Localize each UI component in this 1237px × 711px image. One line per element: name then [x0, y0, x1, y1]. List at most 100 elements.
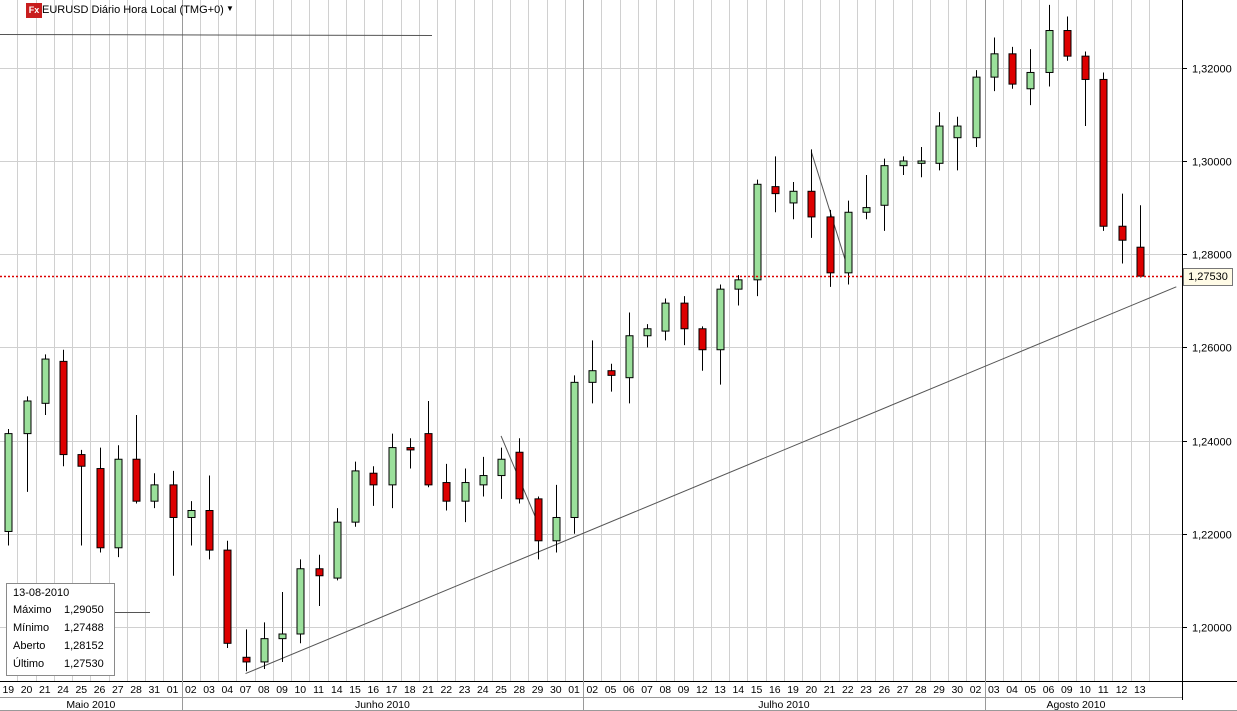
candle-up [643, 328, 652, 337]
candle-up [953, 125, 962, 139]
candle-down [807, 190, 816, 218]
x-tick-label: 13 [1134, 684, 1146, 696]
trendline [810, 151, 849, 269]
fx-icon: Fx [26, 3, 42, 18]
candle-up [935, 125, 944, 164]
y-tick-label: 1,22000 [1192, 530, 1232, 542]
trendline [245, 286, 1177, 675]
candle-up [570, 381, 579, 518]
candle-up [296, 568, 305, 635]
x-tick-label: 11 [1098, 684, 1109, 696]
x-tick-label: 28 [130, 684, 142, 696]
x-tick-label: 08 [258, 684, 270, 696]
candle-down [77, 454, 86, 467]
candle-down [698, 328, 707, 351]
candle-down [680, 302, 689, 330]
candle-down [515, 451, 524, 500]
x-tick-label: 19 [787, 684, 799, 696]
current-price-label: 1,27530 [1183, 268, 1233, 286]
candle-up [917, 160, 926, 164]
candle-down [442, 482, 451, 502]
indicator-line [0, 34, 433, 36]
info-value: 1,27488 [64, 622, 104, 634]
candle-up [461, 482, 470, 502]
info-label: Aberto [13, 640, 46, 652]
candle-up [844, 211, 853, 274]
x-tick-label: 28 [513, 684, 525, 696]
x-tick-label: 02 [970, 684, 982, 696]
x-tick-label: 12 [1116, 684, 1128, 696]
candle-up [278, 633, 287, 640]
candle-down [406, 447, 415, 451]
candle-up [661, 302, 670, 332]
dropdown-triangle-icon[interactable]: ▼ [226, 4, 234, 13]
x-tick-label: 07 [240, 684, 252, 696]
candle-down [1136, 246, 1145, 277]
candle-up [41, 358, 50, 404]
y-tick-label: 1,20000 [1192, 623, 1232, 635]
candle-down [132, 458, 141, 502]
x-tick-label: 07 [641, 684, 653, 696]
x-tick-label: 10 [1079, 684, 1091, 696]
x-tick-label: 17 [386, 684, 398, 696]
candle-down [1081, 55, 1090, 80]
x-tick-label: 24 [57, 684, 69, 696]
candle-down [96, 468, 105, 549]
candle-down [369, 472, 378, 486]
month-label: Junho 2010 [355, 699, 410, 711]
candle-down [607, 370, 616, 376]
x-tick-label: 03 [988, 684, 1000, 696]
x-tick-label: 23 [459, 684, 471, 696]
x-tick-label: 04 [1006, 684, 1018, 696]
x-tick-label: 31 [148, 684, 160, 696]
x-tick-label: 15 [751, 684, 763, 696]
candle-down [1099, 78, 1108, 227]
candle-up [716, 288, 725, 351]
x-tick-label: 15 [349, 684, 361, 696]
info-row-last: Último 1,27530 [7, 656, 114, 674]
x-tick-label: 16 [769, 684, 781, 696]
month-label: Maio 2010 [66, 699, 115, 711]
candle-up [789, 190, 798, 204]
candle-up [4, 433, 13, 532]
x-tick-label: 22 [440, 684, 452, 696]
candle-up [497, 458, 506, 477]
candle-up [899, 160, 908, 167]
candle-up [588, 370, 597, 383]
x-tick-label: 26 [94, 684, 106, 696]
candle-up [862, 207, 871, 213]
chart-title: EURUSD Diário Hora Local (TMG+0) [42, 4, 224, 16]
x-tick-label: 20 [805, 684, 817, 696]
candle-down [59, 360, 68, 456]
info-label: Máximo [13, 604, 52, 616]
x-tick-label: 05 [605, 684, 617, 696]
x-tick-label: 04 [221, 684, 233, 696]
candle-up [734, 279, 743, 290]
info-label: Último [13, 658, 45, 670]
x-tick-label: 18 [404, 684, 416, 696]
x-tick-label: 19 [2, 684, 14, 696]
candle-down [315, 568, 324, 577]
candle-down [424, 433, 433, 486]
info-value: 1,27530 [64, 658, 104, 670]
candle-down [205, 510, 214, 551]
candle-up [150, 484, 159, 502]
x-tick-label: 29 [933, 684, 945, 696]
y-tick-label: 1,32000 [1192, 64, 1232, 76]
candle-up [972, 76, 981, 139]
info-label: Mínimo [13, 622, 50, 634]
x-tick-label: 08 [659, 684, 671, 696]
info-row-min: Mínimo 1,27488 [7, 620, 114, 638]
info-value: 1,28152 [64, 640, 104, 652]
y-tick-label: 1,24000 [1192, 437, 1232, 449]
x-tick-label: 27 [112, 684, 124, 696]
x-tick-label: 30 [550, 684, 562, 696]
x-tick-label: 16 [367, 684, 379, 696]
x-tick-label: 20 [21, 684, 33, 696]
x-tick-label: 29 [532, 684, 544, 696]
x-tick-label: 02 [185, 684, 197, 696]
x-tick-label: 10 [294, 684, 306, 696]
candle-up [479, 475, 488, 486]
